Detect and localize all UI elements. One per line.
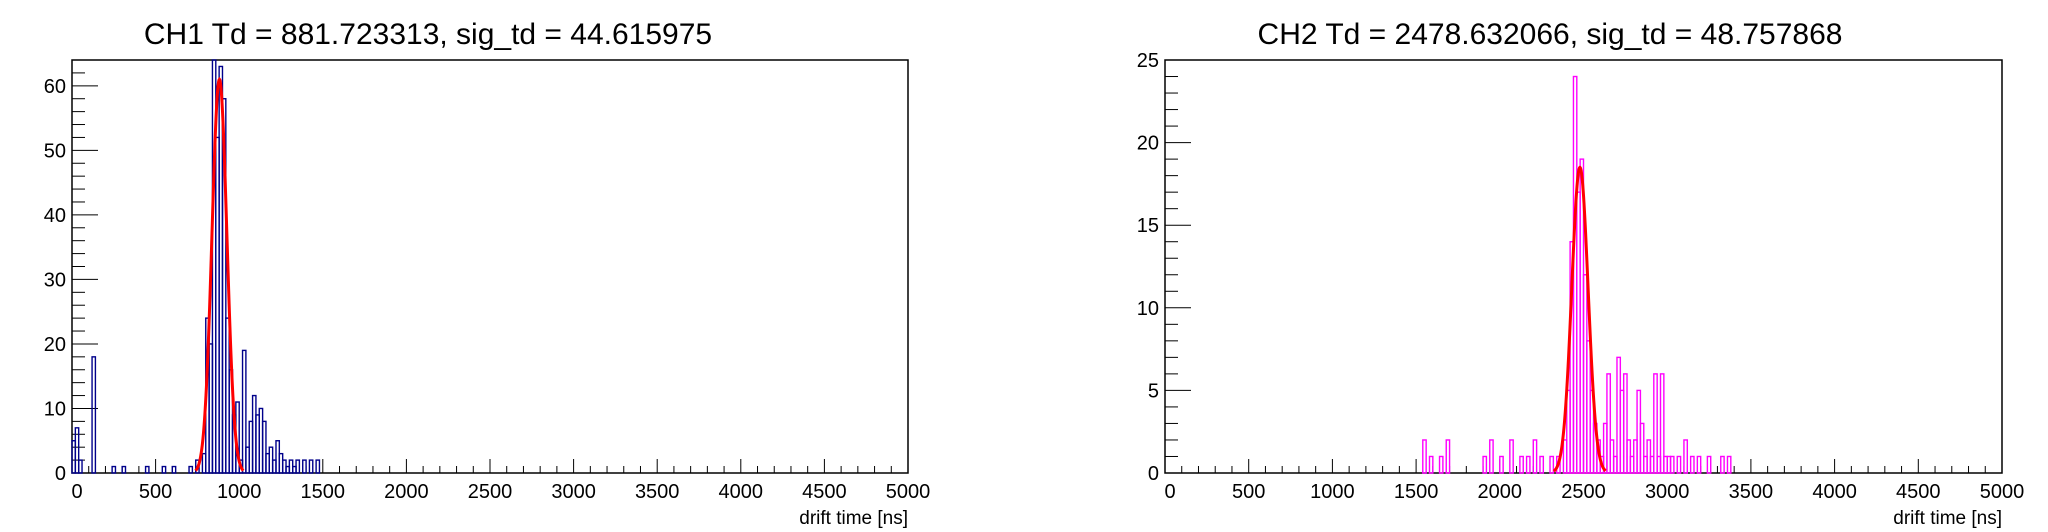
ch1-x-tick-label: 1500 bbox=[301, 481, 346, 503]
ch2-histogram-bin bbox=[1676, 455, 1682, 474]
ch1-histogram-bin bbox=[302, 459, 307, 474]
ch2-histogram-panel: CH2 Td = 2478.632066, sig_td = 48.757868… bbox=[1137, 18, 2025, 529]
ch1-x-axis-label: drift time [ns] bbox=[799, 508, 908, 529]
ch2-x-tick-label: 1500 bbox=[1394, 481, 1439, 503]
ch1-histogram-bin bbox=[315, 459, 321, 474]
ch1-histogram-bin bbox=[171, 465, 177, 474]
ch1-histogram-bin bbox=[221, 98, 227, 474]
ch2-histogram-bin bbox=[1549, 455, 1555, 474]
ch1-x-tick-label: 1000 bbox=[217, 481, 262, 503]
ch2-histogram-bin bbox=[1539, 455, 1545, 474]
ch2-histogram-bin bbox=[1422, 439, 1427, 474]
ch1-x-tick-label: 5000 bbox=[886, 481, 931, 503]
ch2-histogram-bin bbox=[1689, 455, 1695, 474]
ch1-histogram-bin bbox=[241, 349, 247, 474]
ch2-histogram-bin bbox=[1720, 455, 1725, 474]
ch1-histogram-bin bbox=[295, 459, 301, 474]
ch2-histogram-bin bbox=[1669, 455, 1675, 474]
ch2-y-tick-label: 25 bbox=[1137, 50, 1159, 72]
ch2-histogram-bin bbox=[1683, 439, 1688, 474]
ch2-y-tick-label: 5 bbox=[1148, 380, 1159, 402]
ch2-histogram-bin bbox=[1525, 455, 1531, 474]
ch2-histogram-bin bbox=[1482, 455, 1488, 474]
ch2-histogram-bin bbox=[1428, 455, 1434, 474]
ch2-y-tick-label: 20 bbox=[1137, 133, 1159, 155]
ch2-x-tick-label: 2500 bbox=[1561, 481, 1606, 503]
ch1-y-tick-label: 0 bbox=[55, 463, 66, 485]
ch2-x-tick-label: 3000 bbox=[1645, 481, 1690, 503]
ch1-plot-frame bbox=[71, 59, 909, 474]
ch1-title: CH1 Td = 881.723313, sig_td = 44.615975 bbox=[144, 18, 712, 51]
ch2-x-tick-label: 1000 bbox=[1310, 481, 1355, 503]
ch2-title: CH2 Td = 2478.632066, sig_td = 48.757868 bbox=[1258, 18, 1843, 51]
ch2-histogram-bin bbox=[1519, 455, 1524, 474]
ch2-y-tick-label: 10 bbox=[1137, 298, 1159, 320]
ch1-histogram-bin bbox=[91, 356, 97, 474]
ch2-histogram-bin bbox=[1639, 422, 1645, 474]
ch1-histogram-bin bbox=[121, 465, 127, 474]
ch1-x-tick-label: 3000 bbox=[551, 481, 596, 503]
ch2-x-tick-label: 4000 bbox=[1812, 481, 1857, 503]
ch1-x-tick-label: 3500 bbox=[635, 481, 680, 503]
ch1-x-tick-label: 2500 bbox=[468, 481, 513, 503]
ch2-histogram-bin bbox=[1696, 455, 1702, 474]
ch1-histogram-bin bbox=[74, 427, 80, 474]
ch2-histogram-bin bbox=[1706, 455, 1712, 474]
ch2-histogram-bins bbox=[1422, 75, 1732, 474]
ch1-histogram-bin bbox=[188, 465, 194, 474]
ch1-x-tick-label: 4000 bbox=[719, 481, 764, 503]
ch1-histogram-bin bbox=[144, 465, 150, 474]
ch2-histogram-bin bbox=[1438, 455, 1444, 474]
ch1-histogram-bin bbox=[308, 459, 314, 474]
ch1-x-tick-label: 4500 bbox=[802, 481, 847, 503]
ch1-x-tick-label: 0 bbox=[71, 481, 82, 503]
ch2-histogram-bin bbox=[1659, 373, 1665, 474]
ch1-y-tick-label: 30 bbox=[44, 269, 66, 291]
ch2-histogram-bin bbox=[1509, 439, 1514, 474]
ch1-x-tick-label: 500 bbox=[139, 481, 172, 503]
ch1-histogram-bins bbox=[71, 59, 321, 474]
ch2-y-ticks bbox=[1165, 59, 1191, 474]
ch1-histogram-bin bbox=[111, 465, 117, 474]
ch2-histogram-bin bbox=[1653, 373, 1658, 474]
ch2-x-tick-label: 5000 bbox=[1980, 481, 2025, 503]
ch1-y-tick-label: 50 bbox=[44, 140, 66, 162]
ch2-x-tick-label: 500 bbox=[1232, 481, 1265, 503]
ch1-x-tick-label: 2000 bbox=[384, 481, 429, 503]
ch1-y-tick-label: 40 bbox=[44, 205, 66, 227]
ch1-y-ticks bbox=[72, 59, 98, 474]
ch2-histogram-bin bbox=[1726, 455, 1732, 474]
ch2-gaussian-fit-curve bbox=[1552, 165, 1607, 473]
ch2-x-tick-label: 4500 bbox=[1896, 481, 1941, 503]
ch2-histogram-bin bbox=[1532, 439, 1538, 474]
ch1-histogram-bin bbox=[77, 459, 83, 474]
ch2-x-tick-label: 2000 bbox=[1478, 481, 1523, 503]
ch2-histogram-bin bbox=[1499, 455, 1504, 474]
ch1-histogram-bin bbox=[161, 465, 167, 474]
ch1-histogram-panel: CH1 Td = 881.723313, sig_td = 44.615975 … bbox=[44, 18, 931, 529]
ch2-y-tick-label: 15 bbox=[1137, 215, 1159, 237]
ch1-gaussian-fit-curve bbox=[194, 76, 245, 472]
ch1-y-tick-label: 60 bbox=[44, 76, 66, 98]
ch2-histogram-bin bbox=[1622, 373, 1628, 474]
ch2-histogram-bin bbox=[1606, 373, 1611, 474]
ch2-x-axis-label: drift time [ns] bbox=[1893, 508, 2002, 529]
ch2-x-tick-label: 0 bbox=[1164, 481, 1175, 503]
ch1-histogram-bin bbox=[261, 420, 267, 474]
ch2-y-tick-label: 0 bbox=[1148, 463, 1159, 485]
ch1-y-tick-label: 20 bbox=[44, 334, 66, 356]
ch2-x-tick-label: 3500 bbox=[1729, 481, 1774, 503]
ch2-histogram-bin bbox=[1445, 439, 1451, 474]
ch2-histogram-bin bbox=[1489, 439, 1494, 474]
ch1-y-tick-label: 10 bbox=[44, 398, 66, 420]
